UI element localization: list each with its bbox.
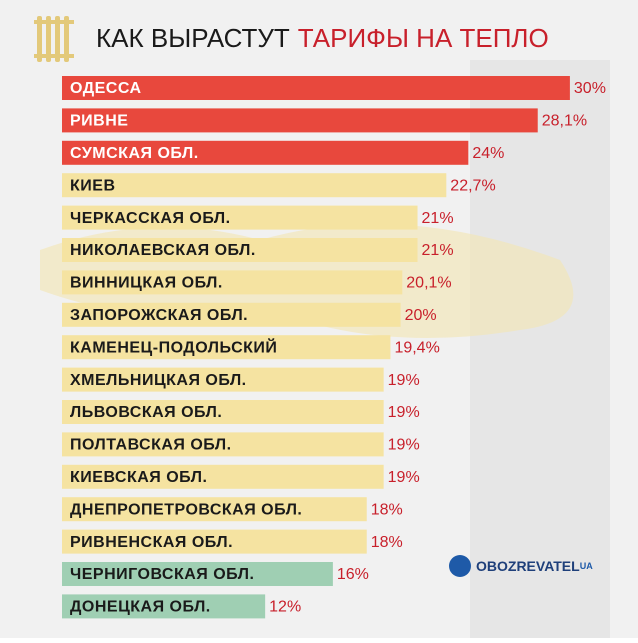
value-label: 19% xyxy=(388,437,420,454)
value-label: 19% xyxy=(388,372,420,389)
category-label: РИВНЕ xyxy=(70,113,128,130)
building xyxy=(470,60,610,638)
logo-suffix: UA xyxy=(580,561,593,571)
value-label: 18% xyxy=(371,534,403,551)
category-label: ЧЕРКАССКАЯ ОБЛ. xyxy=(70,210,231,227)
category-label: ВИННИЦКАЯ ОБЛ. xyxy=(70,275,223,292)
value-label: 30% xyxy=(574,80,606,97)
category-label: КИЕВСКАЯ ОБЛ. xyxy=(70,469,207,486)
value-label: 21% xyxy=(422,210,454,227)
bar xyxy=(62,173,447,198)
logo-text: OBOZREVATELUA xyxy=(476,558,593,574)
value-label: 28,1% xyxy=(542,113,587,130)
bar xyxy=(62,594,266,619)
chart-title: КАК ВЫРАСТУТ ТАРИФЫ НА ТЕПЛО xyxy=(96,23,549,53)
category-label: РИВНЕНСКАЯ ОБЛ. xyxy=(70,534,233,551)
bar xyxy=(62,367,384,392)
value-label: 19% xyxy=(388,469,420,486)
radiator-icon xyxy=(34,16,74,62)
bar xyxy=(62,400,384,424)
bar xyxy=(62,238,418,262)
category-label: ОДЕССА xyxy=(70,80,142,97)
bar xyxy=(62,270,403,295)
bar xyxy=(62,335,391,360)
value-label: 21% xyxy=(422,242,454,259)
bar xyxy=(62,464,384,489)
category-label: КАМЕНЕЦ-ПОДОЛЬСКИЙ xyxy=(70,337,277,356)
category-label: ХМЕЛЬНИЦКАЯ ОБЛ. xyxy=(70,372,247,389)
category-label: ДОНЕЦКАЯ ОБЛ. xyxy=(70,599,211,616)
category-label: ЗАПОРОЖСКАЯ ОБЛ. xyxy=(70,307,248,324)
bar xyxy=(62,432,384,457)
value-label: 19% xyxy=(388,404,420,421)
bar xyxy=(62,497,367,522)
bar xyxy=(62,562,333,586)
value-label: 22,7% xyxy=(450,177,495,194)
value-label: 24% xyxy=(472,145,504,162)
value-label: 12% xyxy=(269,599,301,616)
value-label: 18% xyxy=(371,501,403,518)
bar xyxy=(62,108,538,133)
bar xyxy=(62,529,367,554)
category-label: ДНЕПРОПЕТРОВСКАЯ ОБЛ. xyxy=(70,501,302,518)
category-label: СУМСКАЯ ОБЛ. xyxy=(70,145,199,162)
category-label: КИЕВ xyxy=(70,177,116,194)
value-label: 20% xyxy=(405,307,437,324)
title-part: КАК ВЫРАСТУТ xyxy=(96,23,290,53)
bar xyxy=(62,205,418,230)
bar xyxy=(62,302,401,327)
category-label: ЧЕРНИГОВСКАЯ ОБЛ. xyxy=(70,566,254,583)
logo-main: OBOZREVATEL xyxy=(476,558,580,574)
category-label: НИКОЛАЕВСКАЯ ОБЛ. xyxy=(70,242,256,259)
title-highlight: ТАРИФЫ НА ТЕПЛО xyxy=(298,23,549,53)
bar xyxy=(62,140,469,165)
value-label: 19,4% xyxy=(394,339,439,356)
logo-icon xyxy=(449,555,471,577)
category-label: ЛЬВОВСКАЯ ОБЛ. xyxy=(70,404,222,421)
bar xyxy=(62,76,570,100)
logo: OBOZREVATELUA xyxy=(449,555,593,577)
value-label: 16% xyxy=(337,566,369,583)
value-label: 20,1% xyxy=(406,275,451,292)
category-label: ПОЛТАВСКАЯ ОБЛ. xyxy=(70,437,232,454)
